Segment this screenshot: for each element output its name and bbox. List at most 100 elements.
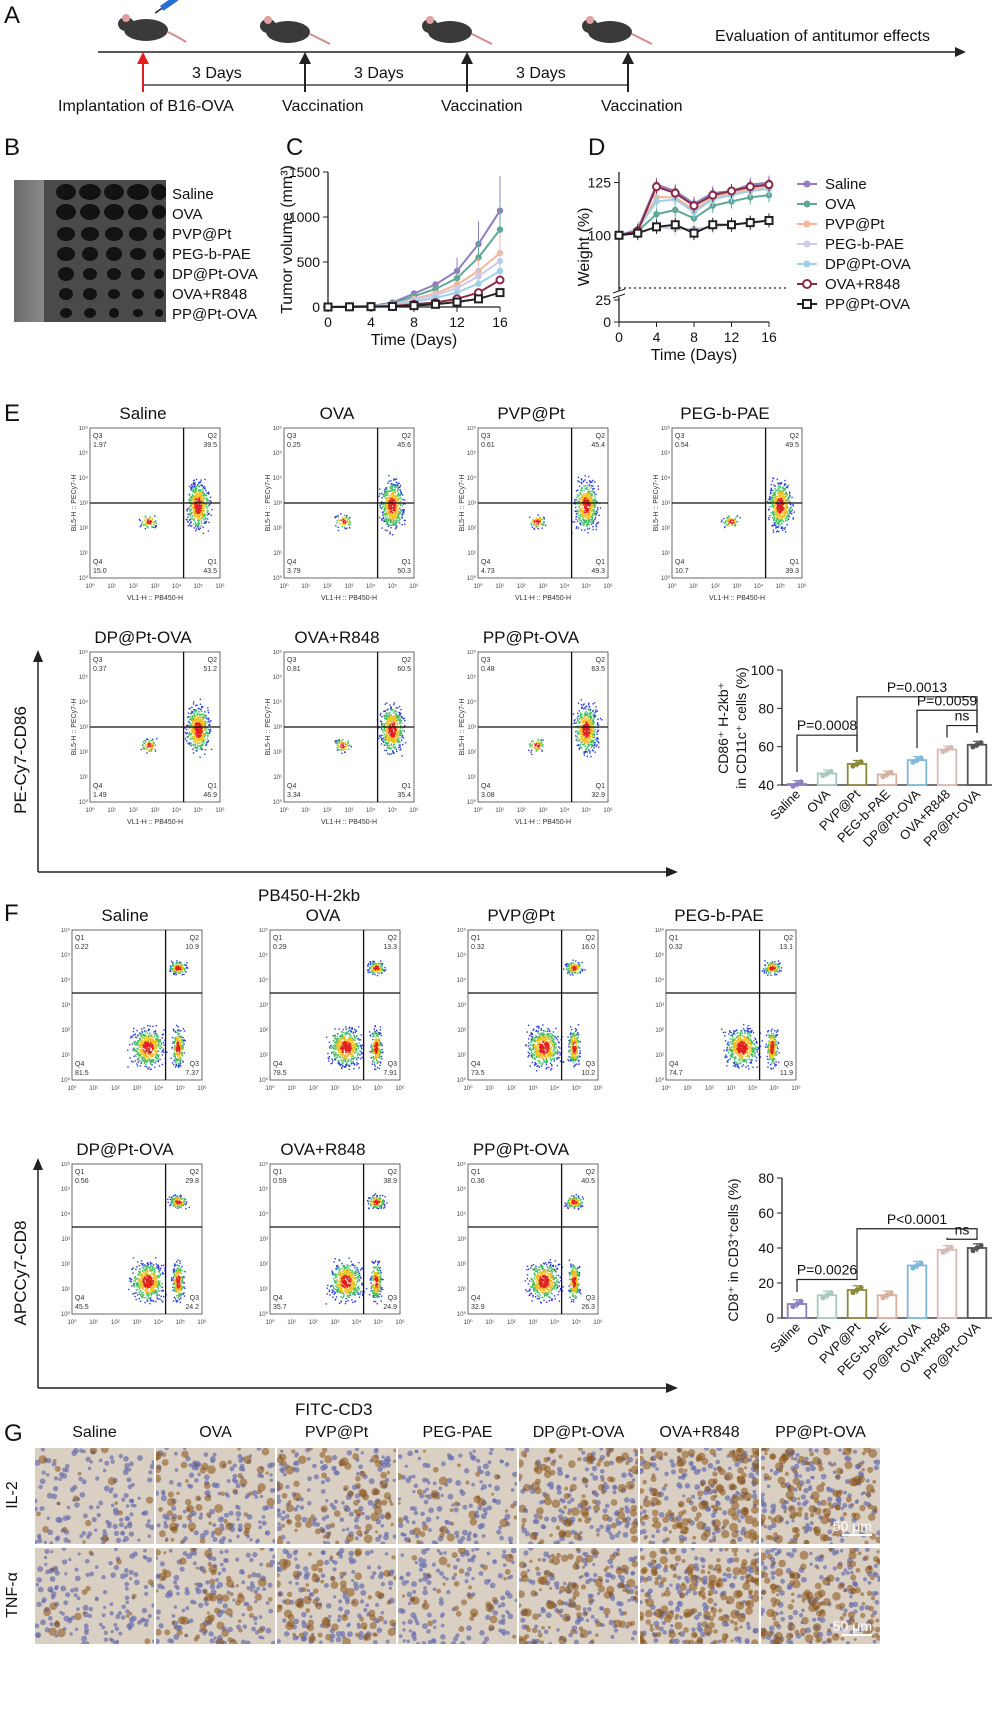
- data-point: [366, 302, 376, 312]
- y-axis-label: Weight (%): [576, 208, 593, 287]
- y-tick-label: 500: [297, 254, 321, 270]
- data-point: [794, 1301, 800, 1307]
- quadrant-value: 0.81: [287, 666, 301, 673]
- x-tick-label: 10⁴: [352, 1085, 362, 1092]
- x-tick-label: 10¹: [485, 1086, 494, 1092]
- x-tick-label: 10⁰: [85, 807, 95, 814]
- quadrant-value: 32.9: [471, 1304, 485, 1311]
- data-point: [495, 288, 505, 298]
- flow-plot-title: OVA+R848: [294, 628, 380, 647]
- y-tick-label: 10⁵: [467, 674, 477, 681]
- flow-plot-title: OVA: [319, 404, 355, 423]
- ihc-column-label: DP@Pt-OVA: [532, 1424, 625, 1441]
- y-tick-label: 10⁰: [457, 1077, 467, 1084]
- data-point: [727, 186, 736, 196]
- quadrant-value: 60.5: [397, 666, 411, 673]
- x-tick-label: 10³: [345, 808, 354, 814]
- weight-chart: 0 4 8 12 16 0 25 100 125 Time (Days) Weight (%) Sal…: [576, 172, 911, 364]
- bar: [936, 748, 958, 786]
- x-tick-label: 4: [653, 329, 661, 345]
- legend-label: OVA: [825, 196, 856, 213]
- x-tick-label: 10⁰: [279, 807, 289, 814]
- y-tick-label: 10¹: [661, 551, 670, 557]
- quadrant-value: 32.9: [591, 792, 605, 799]
- tumor-group-label: PEG-b-PAE: [172, 246, 251, 263]
- x-tick-label: 10⁰: [67, 1085, 77, 1092]
- x-tick-label: 10¹: [495, 808, 504, 814]
- y-tick-label: 1500: [289, 164, 320, 180]
- svg-text:Q2: Q2: [208, 657, 217, 664]
- x-tick-label: 10⁵: [572, 1319, 582, 1326]
- data-point: [323, 302, 333, 312]
- x-tick-label: 10³: [727, 1086, 736, 1092]
- quadrant-value: 16.0: [581, 944, 595, 951]
- y-tick-label: 80: [758, 1170, 774, 1186]
- y-tick-label: 10⁴: [259, 977, 269, 984]
- quadrant-value: 50.3: [397, 568, 411, 575]
- quadrant-value: 81.5: [75, 1070, 89, 1077]
- x-tick-label: 10⁴: [550, 1319, 560, 1326]
- legend-entry: Saline: [797, 176, 867, 193]
- y-tick-label: 10⁶: [467, 426, 477, 432]
- y-tick-label: 10⁶: [273, 426, 283, 432]
- legend-entry: PEG-b-PAE: [797, 236, 904, 253]
- ihc-image: 50 μm: [761, 1448, 880, 1544]
- data-point: [474, 294, 483, 304]
- x-tick-label: 10²: [517, 808, 526, 814]
- data-point: [944, 746, 950, 753]
- data-point: [974, 1245, 980, 1251]
- x-tick-label: 10¹: [301, 584, 310, 590]
- data-point: [790, 783, 796, 789]
- quadrant-value: 40.5: [581, 1178, 595, 1185]
- svg-text:Q2: Q2: [208, 433, 217, 440]
- data-point: [453, 289, 461, 296]
- ihc-column-label: Saline: [72, 1424, 117, 1441]
- data-point: [940, 1249, 946, 1255]
- timeline-end-label: Evaluation of antitumor effects: [715, 28, 930, 45]
- x-tick-label: 10²: [705, 1086, 714, 1092]
- data-point: [495, 275, 505, 285]
- quadrant-value: 73.5: [471, 1070, 485, 1077]
- mouse-icon: [118, 14, 187, 43]
- x-tick-label: 10⁶: [197, 1085, 207, 1092]
- y-tick-label: 10¹: [467, 551, 476, 557]
- bar: [936, 1248, 958, 1319]
- plot-x-axis-label: VL1-H :: PB450-H: [127, 819, 183, 826]
- y-tick-label: 10³: [467, 725, 476, 731]
- ihc-image: [519, 1448, 638, 1544]
- flow-plot-title: PEG-b-PAE: [680, 404, 770, 423]
- data-point: [689, 201, 699, 211]
- legend-entry: PVP@Pt: [797, 216, 885, 233]
- data-point: [824, 1292, 830, 1298]
- svg-text:Q1: Q1: [208, 783, 217, 790]
- x-tick-label: 10⁴: [748, 1085, 758, 1092]
- ihc-column-label: OVA+R848: [659, 1424, 740, 1441]
- data-point: [409, 301, 419, 311]
- y-tick-label: 10⁰: [467, 799, 477, 806]
- plot-x-axis-label: VL1-H :: PB450-H: [321, 819, 377, 826]
- x-tick-label: 12: [449, 314, 465, 330]
- scale-bar: 50 μm: [833, 1618, 872, 1636]
- ihc-image: [640, 1448, 759, 1544]
- tumor-group-label: OVA: [172, 206, 203, 223]
- x-tick-label: 10⁵: [572, 1085, 582, 1092]
- x-tick-label: 10³: [539, 584, 548, 590]
- y-tick-label: 10⁰: [259, 1311, 269, 1318]
- x-tick-label: 10⁵: [176, 1319, 186, 1326]
- quadrant-value: 3.08: [481, 792, 495, 799]
- x-tick-label: 10¹: [301, 808, 310, 814]
- flow-plot: OVA+R848 10⁰ 10⁰ 10¹ 10¹ 10² 10² 10³ 10³ 10⁴ 10⁴ 10…: [252, 628, 422, 828]
- quadrant-value: 46.9: [203, 792, 217, 799]
- data-point: [820, 1295, 826, 1301]
- x-tick-label: 10³: [151, 584, 160, 590]
- svg-text:Q1: Q1: [208, 559, 217, 566]
- x-tick-label: 10⁶: [593, 1319, 603, 1326]
- panel-label-d: D: [588, 134, 606, 161]
- x-tick-label: 10⁴: [550, 1085, 560, 1092]
- e-x-axis-label: PB450-H-2kb: [258, 886, 361, 905]
- ihc-image: 50 μm: [761, 1548, 880, 1644]
- legend-label: PEG-b-PAE: [825, 236, 904, 253]
- data-point: [850, 763, 856, 769]
- flow-plot-title: PVP@Pt: [497, 404, 565, 423]
- y-tick-label: 10³: [661, 501, 670, 507]
